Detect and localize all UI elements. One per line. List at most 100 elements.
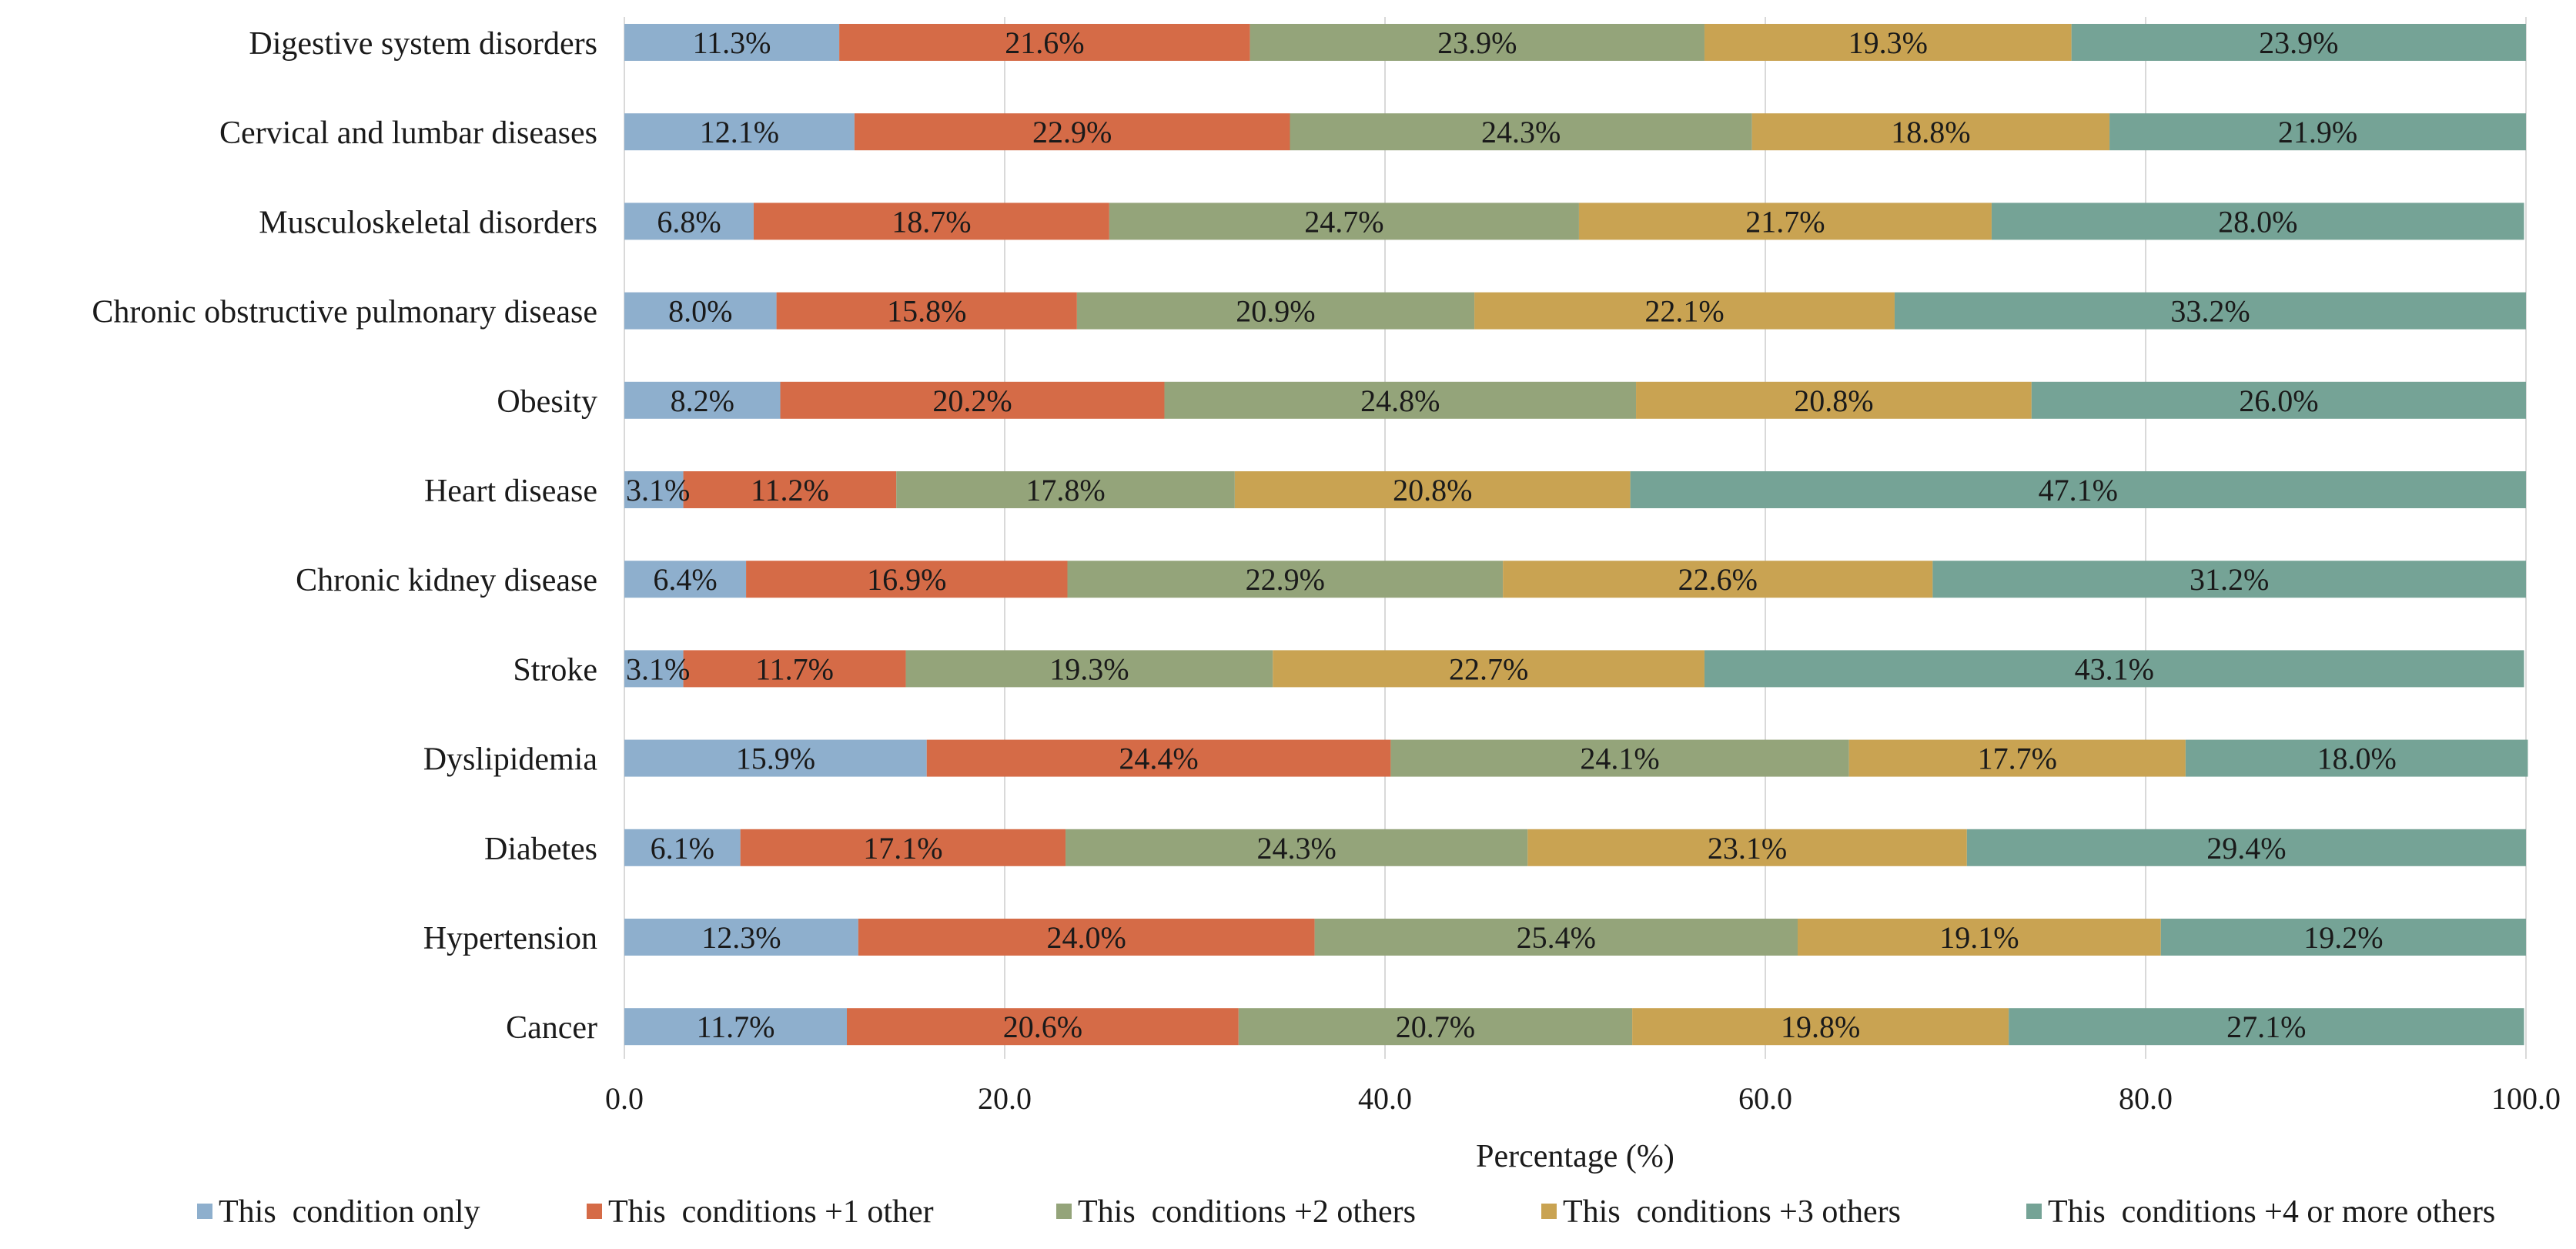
category-labels: Digestive system disorders Cervical and l… bbox=[92, 26, 597, 1046]
category-label: Hypertension bbox=[423, 921, 597, 956]
bar-segment bbox=[1797, 919, 2161, 956]
data-label: 22.7% bbox=[1449, 651, 1528, 686]
legend-label: This conditions +3 others bbox=[1563, 1194, 1901, 1230]
data-label: 25.4% bbox=[1517, 920, 1596, 955]
data-label: 21.9% bbox=[2278, 115, 2357, 149]
bar-segment bbox=[1234, 471, 1631, 508]
bar-segment bbox=[624, 471, 684, 508]
data-label: 23.9% bbox=[1437, 25, 1517, 60]
data-label: 11.2% bbox=[751, 473, 829, 507]
data-label: 20.8% bbox=[1794, 383, 1873, 418]
bar-segment bbox=[1527, 829, 1967, 866]
x-tick-label: 20.0 bbox=[978, 1081, 1032, 1116]
category-label: Heart disease bbox=[424, 474, 597, 509]
category-label: Digestive system disorders bbox=[249, 26, 597, 62]
bar-segment bbox=[1238, 1008, 1633, 1046]
bar-segment bbox=[1630, 471, 2526, 508]
bar-segment bbox=[1109, 203, 1579, 240]
bar-segment bbox=[2109, 113, 2526, 151]
category-label: Obesity bbox=[497, 384, 597, 420]
data-label: 27.1% bbox=[2226, 1010, 2306, 1044]
bar-segment bbox=[624, 292, 777, 330]
data-label: 8.0% bbox=[668, 294, 732, 329]
data-label: 20.6% bbox=[1003, 1010, 1082, 1044]
bar-segment bbox=[624, 739, 927, 777]
gridlines bbox=[624, 17, 2527, 1059]
bar-segment bbox=[1250, 24, 1705, 61]
bar-segment bbox=[1636, 381, 2032, 419]
category-label: Dyslipidemia bbox=[423, 742, 598, 778]
data-label: 24.3% bbox=[1481, 115, 1561, 149]
legend-swatch bbox=[197, 1204, 212, 1219]
data-labels: 11.3% 21.6% 23.9% 19.3% 23.9% 12.1% 22.9% 24.3%… bbox=[626, 25, 2397, 1044]
data-label: 15.9% bbox=[736, 742, 815, 776]
category-label: Musculoskeletal disorders bbox=[259, 205, 597, 240]
data-label: 15.8% bbox=[887, 294, 966, 329]
bar-segment bbox=[1474, 292, 1895, 330]
data-label: 47.1% bbox=[2039, 473, 2118, 507]
x-tick-labels: 0.0 20.0 40.0 60.0 80.0 100.0 bbox=[605, 1081, 2561, 1116]
data-label: 19.2% bbox=[2303, 920, 2383, 955]
data-label: 8.2% bbox=[671, 383, 734, 418]
data-label: 24.8% bbox=[1360, 383, 1440, 418]
bar-segment bbox=[1991, 203, 2524, 240]
data-label: 17.8% bbox=[1025, 473, 1105, 507]
data-label: 19.8% bbox=[1781, 1010, 1860, 1044]
data-label: 6.4% bbox=[653, 562, 717, 597]
bar-segment bbox=[2009, 1008, 2524, 1046]
data-label: 20.2% bbox=[932, 383, 1012, 418]
bar-segment bbox=[1067, 561, 1504, 598]
category-label: Cervical and lumbar diseases bbox=[219, 116, 597, 151]
data-label: 22.6% bbox=[1678, 562, 1758, 597]
data-label: 24.1% bbox=[1580, 742, 1659, 776]
bar-segment bbox=[780, 381, 1165, 419]
data-label: 23.1% bbox=[1708, 831, 1787, 866]
legend-swatch bbox=[1056, 1204, 1072, 1219]
bar-segment bbox=[1164, 381, 1637, 419]
x-tick-label: 40.0 bbox=[1358, 1081, 1412, 1116]
category-label: Chronic kidney disease bbox=[296, 563, 597, 598]
bar-segment bbox=[1704, 650, 2524, 688]
data-label: 3.1% bbox=[626, 473, 690, 507]
bar-segment bbox=[624, 561, 747, 598]
category-label: Diabetes bbox=[484, 832, 597, 867]
bar-segment bbox=[683, 650, 906, 688]
legend-label: This conditions +2 others bbox=[1078, 1194, 1416, 1230]
data-label: 21.7% bbox=[1745, 204, 1825, 239]
bar-segment bbox=[1751, 113, 2110, 151]
bar-segment bbox=[2185, 739, 2528, 777]
data-label: 24.4% bbox=[1119, 742, 1198, 776]
data-label: 19.3% bbox=[1848, 25, 1928, 60]
data-label: 18.8% bbox=[1891, 115, 1970, 149]
bar-segment bbox=[1894, 292, 2526, 330]
bar-segment bbox=[1314, 919, 1798, 956]
bar-segment bbox=[753, 203, 1109, 240]
bar-segment bbox=[1632, 1008, 2009, 1046]
data-label: 24.3% bbox=[1256, 831, 1336, 866]
legend-label: This condition only bbox=[219, 1194, 480, 1230]
bar-segment bbox=[1273, 650, 1705, 688]
bar-segment bbox=[1578, 203, 1992, 240]
x-axis-title: Percentage (%) bbox=[1476, 1139, 1674, 1174]
category-label: Chronic obstructive pulmonary disease bbox=[92, 295, 597, 330]
bar-segment bbox=[905, 650, 1273, 688]
bar-segment bbox=[1932, 561, 2526, 598]
data-label: 33.2% bbox=[2170, 294, 2250, 329]
data-label: 20.9% bbox=[1236, 294, 1315, 329]
bar-segment bbox=[1503, 561, 1933, 598]
legend-swatch bbox=[587, 1204, 602, 1219]
x-tick-label: 100.0 bbox=[2491, 1081, 2561, 1116]
data-label: 3.1% bbox=[626, 651, 690, 686]
bar-segment bbox=[1390, 739, 1849, 777]
bar-segment bbox=[624, 24, 840, 61]
data-label: 12.1% bbox=[700, 115, 779, 149]
bar-segment bbox=[854, 113, 1290, 151]
x-tick-label: 80.0 bbox=[2119, 1081, 2173, 1116]
bar-segment bbox=[746, 561, 1068, 598]
legend-label: This conditions +1 other bbox=[608, 1194, 934, 1230]
bar-segment bbox=[740, 829, 1066, 866]
data-label: 20.8% bbox=[1393, 473, 1472, 507]
legend-label: This conditions +4 or more others bbox=[2048, 1194, 2495, 1230]
